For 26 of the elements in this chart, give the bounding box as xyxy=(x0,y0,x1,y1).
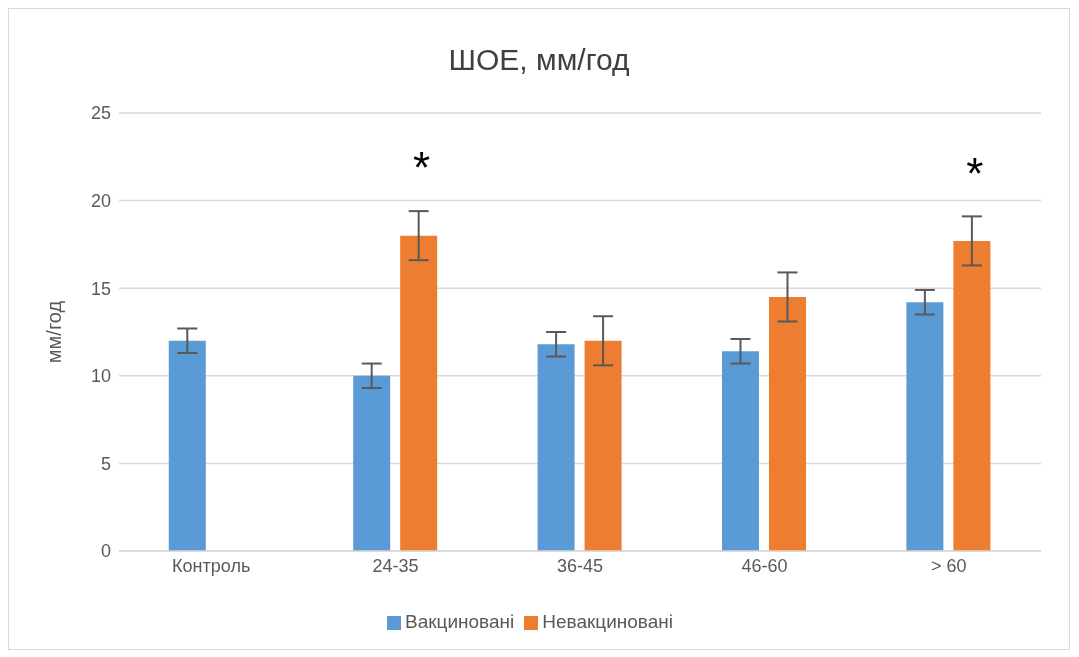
y-tick-label: 10 xyxy=(90,366,111,387)
y-tick-label: 5 xyxy=(100,453,111,474)
x-tick-label: 24-35 xyxy=(372,555,419,576)
x-tick-label: 46-60 xyxy=(741,555,788,576)
x-tick-label: Контроль xyxy=(172,555,251,576)
bar xyxy=(400,235,438,551)
bar xyxy=(353,375,391,551)
bar xyxy=(768,296,806,551)
bar xyxy=(168,340,206,551)
x-tick-label: 36-45 xyxy=(556,555,604,576)
y-axis-title: мм/год xyxy=(43,300,66,364)
chart-title: ШОЕ, мм/год xyxy=(447,42,631,78)
x-tick-label: > 60 xyxy=(931,555,967,576)
bar xyxy=(721,351,759,551)
legend-label: Невакциновані xyxy=(542,611,674,632)
bar xyxy=(584,340,622,551)
bar xyxy=(953,240,991,551)
y-tick-label: 15 xyxy=(90,278,111,299)
legend-label: Вакциновані xyxy=(404,611,515,632)
y-tick-label: 0 xyxy=(100,541,111,562)
annotation: * xyxy=(966,148,984,198)
bar xyxy=(537,344,575,551)
annotation: * xyxy=(413,143,431,193)
y-tick-label: 25 xyxy=(90,103,111,124)
bar xyxy=(906,302,944,551)
y-tick-label: 20 xyxy=(90,190,111,211)
